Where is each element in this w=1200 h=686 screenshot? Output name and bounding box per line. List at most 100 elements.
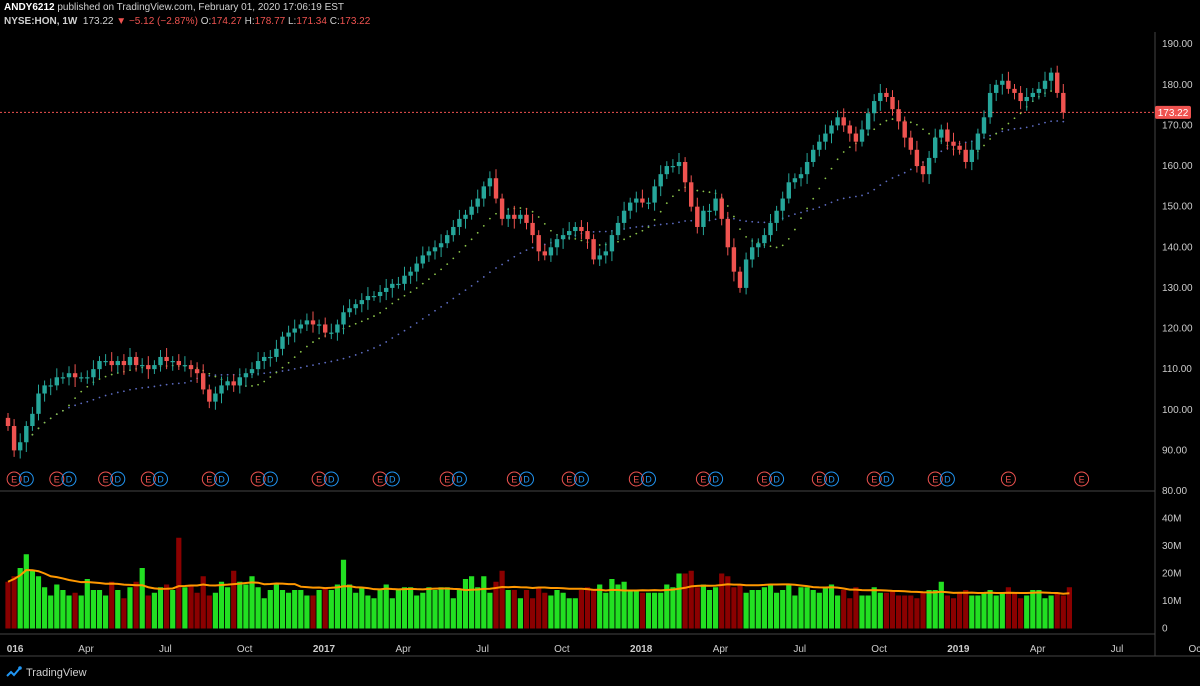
earnings-marker[interactable]: E — [866, 471, 882, 487]
candle — [847, 120, 852, 142]
open-value: 174.27 — [211, 16, 242, 27]
candle — [652, 179, 657, 211]
volume-bar — [475, 587, 481, 629]
dividend-marker[interactable]: D — [641, 471, 656, 487]
earnings-marker[interactable]: E — [372, 471, 388, 487]
price-tick-label: 180.00 — [1162, 80, 1193, 91]
earnings-marker[interactable]: E — [250, 471, 266, 487]
volume-bar — [359, 587, 365, 629]
svg-text:D: D — [773, 475, 780, 485]
time-tick-label: Apr — [78, 644, 94, 655]
earnings-marker[interactable]: E — [1000, 471, 1016, 487]
volume-bar — [572, 598, 578, 629]
candle — [926, 151, 932, 184]
dividend-marker[interactable]: D — [110, 471, 126, 487]
symbol-label[interactable]: NYSE:HON, 1W — [4, 16, 78, 27]
candle — [792, 173, 798, 189]
earnings-marker[interactable]: E — [506, 471, 522, 487]
candle — [914, 140, 920, 173]
earnings-marker[interactable]: E — [6, 471, 22, 487]
time-axis[interactable]: 016 Apr Jul Oct 2017 Apr Jul Oct 2018 Apr Jul Oct 20… — [7, 644, 1200, 655]
candle — [798, 167, 804, 187]
dividend-marker[interactable]: D — [451, 471, 467, 487]
svg-text:E: E — [255, 475, 261, 485]
dividend-marker[interactable]: D — [824, 471, 839, 487]
candle — [1006, 71, 1011, 94]
dividend-marker[interactable]: D — [519, 471, 534, 487]
dividend-marker[interactable]: D — [214, 471, 229, 487]
dividend-marker[interactable]: D — [153, 471, 168, 487]
candle — [243, 368, 249, 388]
earnings-marker[interactable]: E — [98, 471, 114, 487]
volume-bar — [334, 584, 340, 629]
volume-bar — [78, 595, 84, 629]
candle — [451, 220, 456, 242]
dividend-marker[interactable]: D — [878, 471, 894, 487]
earnings-marker[interactable]: E — [811, 471, 827, 487]
candle — [365, 287, 371, 310]
volume-bar — [603, 592, 609, 629]
candle — [756, 238, 761, 258]
earnings-marker[interactable]: E — [561, 471, 577, 487]
candle — [884, 88, 889, 102]
price-axis[interactable]: 190.00 180.00 170.00 160.00 150.00 140.00 130.… — [1162, 39, 1193, 497]
dividend-marker[interactable]: D — [939, 471, 955, 487]
candle — [902, 116, 907, 148]
candle — [194, 362, 200, 383]
dividend-marker[interactable]: D — [18, 471, 34, 487]
volume-bar — [981, 592, 987, 629]
candle — [634, 191, 639, 213]
earnings-marker[interactable]: E — [439, 471, 455, 487]
candle — [1042, 71, 1048, 97]
dividend-marker[interactable]: D — [769, 471, 785, 487]
volume-bar — [908, 595, 914, 629]
earnings-marker[interactable]: E — [49, 471, 65, 487]
dividend-marker[interactable]: D — [61, 471, 77, 487]
volume-bar — [975, 595, 981, 629]
earnings-marker[interactable]: E — [1074, 471, 1090, 487]
volume-bar — [670, 587, 676, 629]
candle — [1055, 65, 1060, 98]
candle — [469, 199, 474, 220]
volume-bar — [481, 576, 487, 629]
volume-bar — [920, 592, 926, 629]
time-tick-label: Oct — [1188, 644, 1200, 655]
volume-bar — [591, 590, 597, 629]
volume-bar — [1048, 595, 1054, 629]
candle — [615, 216, 621, 240]
dividend-marker[interactable]: D — [573, 471, 589, 487]
volume-bar — [871, 587, 877, 629]
volume-bar — [859, 595, 865, 629]
svg-text:E: E — [1005, 475, 1011, 485]
candle — [640, 189, 645, 208]
dividend-marker[interactable]: D — [384, 471, 400, 487]
dividend-marker[interactable]: D — [262, 471, 278, 487]
candle — [170, 356, 175, 371]
candle — [164, 348, 169, 370]
dividend-marker[interactable]: D — [708, 471, 724, 487]
time-tick-label: 2019 — [947, 644, 970, 655]
volume-bar — [371, 598, 377, 629]
earnings-marker[interactable]: E — [311, 471, 327, 487]
candle — [804, 153, 810, 184]
earnings-marker[interactable]: E — [927, 471, 943, 487]
volume-bar — [499, 570, 505, 629]
earnings-marker[interactable]: E — [201, 471, 217, 487]
earnings-marker[interactable]: E — [628, 471, 644, 487]
volume-bar — [286, 592, 292, 629]
dividend-marker[interactable]: D — [323, 471, 339, 487]
volume-bar — [584, 587, 591, 629]
earnings-marker[interactable]: E — [695, 471, 711, 487]
volume-bar — [109, 581, 115, 629]
volume-bar — [383, 584, 389, 629]
candle — [548, 238, 554, 262]
earnings-marker[interactable]: E — [140, 471, 156, 487]
tradingview-footer[interactable]: TradingView — [6, 666, 87, 680]
candle — [835, 110, 840, 131]
earnings-marker[interactable]: E — [756, 471, 772, 487]
candle — [420, 246, 425, 269]
author-name[interactable]: ANDY6212 — [4, 2, 55, 13]
volume-axis[interactable]: 40M 30M 20M 10M 0 — [1162, 514, 1181, 635]
